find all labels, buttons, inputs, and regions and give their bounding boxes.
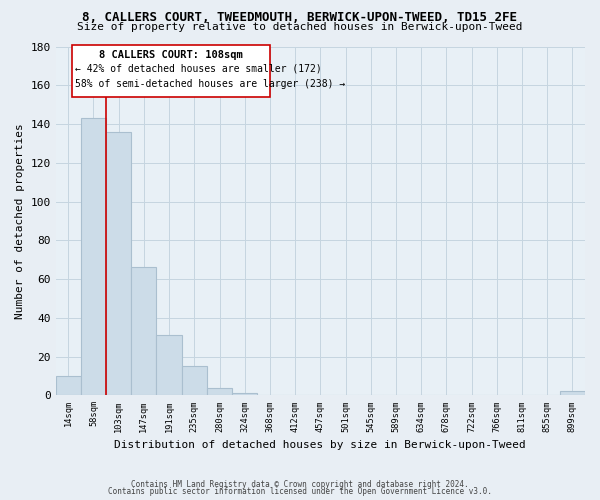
- X-axis label: Distribution of detached houses by size in Berwick-upon-Tweed: Distribution of detached houses by size …: [115, 440, 526, 450]
- Text: ← 42% of detached houses are smaller (172): ← 42% of detached houses are smaller (17…: [75, 64, 322, 74]
- Bar: [207, 388, 232, 396]
- Text: 58% of semi-detached houses are larger (238) →: 58% of semi-detached houses are larger (…: [75, 80, 346, 90]
- Bar: [560, 392, 585, 396]
- Text: 8, CALLERS COURT, TWEEDMOUTH, BERWICK-UPON-TWEED, TD15 2FE: 8, CALLERS COURT, TWEEDMOUTH, BERWICK-UP…: [83, 11, 517, 24]
- Bar: [81, 118, 106, 396]
- Bar: [232, 394, 257, 396]
- Bar: [56, 376, 81, 396]
- Bar: [106, 132, 131, 396]
- Text: Contains public sector information licensed under the Open Government Licence v3: Contains public sector information licen…: [108, 488, 492, 496]
- Y-axis label: Number of detached properties: Number of detached properties: [15, 123, 25, 319]
- Bar: [182, 366, 207, 396]
- Bar: [131, 268, 157, 396]
- Text: Contains HM Land Registry data © Crown copyright and database right 2024.: Contains HM Land Registry data © Crown c…: [131, 480, 469, 489]
- Text: Size of property relative to detached houses in Berwick-upon-Tweed: Size of property relative to detached ho…: [77, 22, 523, 32]
- Bar: [157, 335, 182, 396]
- Text: 8 CALLERS COURT: 108sqm: 8 CALLERS COURT: 108sqm: [99, 50, 243, 60]
- Bar: [72, 44, 270, 97]
